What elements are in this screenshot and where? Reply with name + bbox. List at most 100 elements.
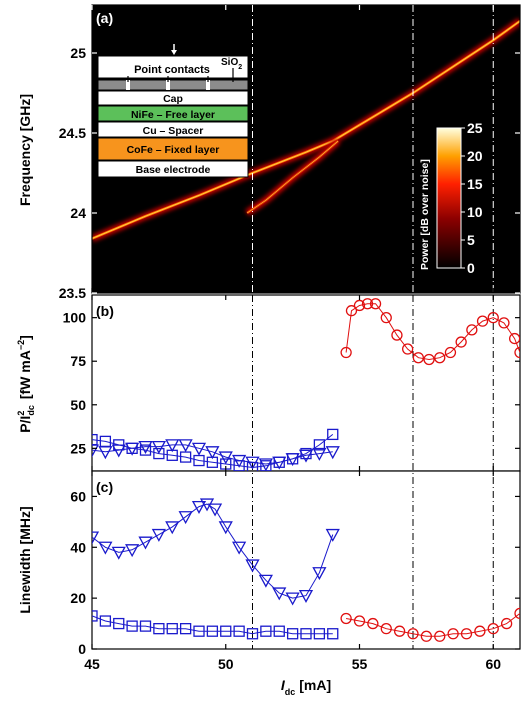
panel-c-ylabel: Linewidth [MHz] [17, 506, 33, 613]
data-point-circle [401, 343, 414, 355]
colorbar-tick-label: 15 [467, 176, 483, 192]
data-point-circle [407, 628, 419, 640]
data-point-circle [487, 623, 499, 635]
data-point-square [139, 444, 152, 456]
series-line-square [92, 615, 333, 635]
colorbar-tick-label: 5 [467, 232, 475, 248]
inset-sio2-label: SiO2 [221, 57, 242, 71]
data-point-circle [476, 315, 489, 327]
data-point-triangle [218, 451, 233, 465]
panel-b-label: (b) [96, 303, 114, 319]
y-tick-label: 60 [70, 488, 86, 504]
inset-sio2-layer [97, 79, 249, 91]
y-tick-label: 50 [70, 397, 86, 413]
panel-a-label: (a) [96, 10, 113, 26]
data-point-square [300, 628, 312, 640]
y-tick-label: 25 [70, 45, 86, 61]
data-point-triangle [125, 544, 140, 558]
inset-contact-gap-2 [166, 80, 170, 90]
data-point-triangle [205, 446, 220, 460]
data-point-square [220, 625, 232, 637]
y-tick-label: 20 [70, 590, 86, 606]
data-point-triangle [138, 440, 153, 454]
data-point-triangle [298, 589, 314, 603]
data-point-square [206, 625, 219, 637]
data-point-triangle [218, 521, 233, 535]
colorbar [436, 127, 462, 269]
y-tick-label: 75 [70, 353, 86, 369]
data-point-triangle [151, 528, 166, 542]
data-point-triangle [258, 574, 273, 588]
inset-point-contacts-label: Point contacts [134, 64, 210, 76]
data-point-square [286, 628, 299, 640]
data-point-triangle [272, 587, 287, 601]
data-point-triangle [312, 447, 327, 461]
series-line-circle [345, 303, 520, 361]
data-point-square [99, 615, 112, 627]
data-point-circle [340, 346, 352, 359]
colorbar-tick-label: 20 [467, 148, 483, 164]
data-point-triangle [98, 446, 113, 460]
data-point-circle [361, 298, 374, 310]
data-point-circle [434, 630, 446, 642]
data-point-square [260, 625, 272, 637]
colorbar-ticks: 25 20 15 10 5 0 [461, 120, 483, 276]
data-point-square [233, 625, 245, 637]
x-tick-label: 55 [352, 656, 368, 672]
data-point-triangle [191, 500, 207, 514]
data-point-triangle [272, 456, 287, 470]
panel-b-data [92, 298, 520, 471]
data-point-circle [393, 625, 406, 637]
data-point-triangle [92, 531, 100, 545]
data-point-triangle [207, 503, 223, 517]
data-point-circle [509, 332, 520, 345]
y-tick-label: 40 [70, 539, 86, 555]
y-tick-label: 100 [63, 310, 87, 326]
data-point-triangle [245, 559, 260, 573]
y-tick-label: 0 [78, 641, 86, 657]
data-point-square [313, 439, 326, 451]
data-point-square [273, 625, 285, 637]
colorbar-tick-label: 10 [467, 204, 483, 220]
data-point-square [153, 447, 165, 460]
data-point-circle [391, 329, 403, 341]
data-point-triangle [151, 440, 166, 454]
panel-b-ylabel: P/I2dc[fW mA−2] [16, 335, 36, 433]
data-point-circle [500, 617, 513, 630]
data-point-triangle [325, 446, 340, 460]
data-point-circle [367, 617, 379, 630]
data-point-square [92, 433, 98, 446]
data-point-circle [514, 346, 520, 359]
x-tick-label: 50 [218, 656, 234, 672]
colorbar-tick-label: 0 [467, 260, 475, 276]
data-point-triangle [232, 454, 247, 468]
inset-top-electrode-layer [97, 55, 249, 79]
colorbar-tick-label: 25 [467, 120, 483, 136]
data-point-circle [380, 312, 392, 324]
data-point-square [246, 628, 259, 640]
inset-fixed-layer [97, 137, 249, 161]
data-point-circle [487, 312, 499, 324]
data-point-circle [514, 607, 520, 620]
data-point-circle [369, 298, 382, 310]
x-tick-label: 60 [485, 656, 501, 672]
data-point-square [126, 620, 138, 632]
panel-a-mode-traces [92, 18, 520, 242]
inset-free-layer [97, 105, 249, 122]
y-tick-label: 24 [70, 205, 86, 221]
panel-c-frame [91, 470, 521, 650]
data-point-circle [353, 299, 366, 312]
data-point-square [153, 623, 165, 635]
data-point-triangle [285, 592, 300, 606]
colorbar-title: Power [dB over noise] [419, 159, 431, 270]
data-point-square [139, 620, 152, 632]
data-point-circle [466, 324, 478, 336]
y-tick-label: 23.5 [59, 285, 86, 301]
data-point-circle [460, 628, 473, 640]
data-point-square [313, 628, 326, 640]
y-tick-label: 25 [70, 440, 86, 456]
x-tick-label: 45 [84, 656, 100, 672]
heatmap-core-lower-mode [246, 140, 339, 214]
data-point-square [327, 428, 339, 441]
data-point-square [179, 623, 192, 635]
